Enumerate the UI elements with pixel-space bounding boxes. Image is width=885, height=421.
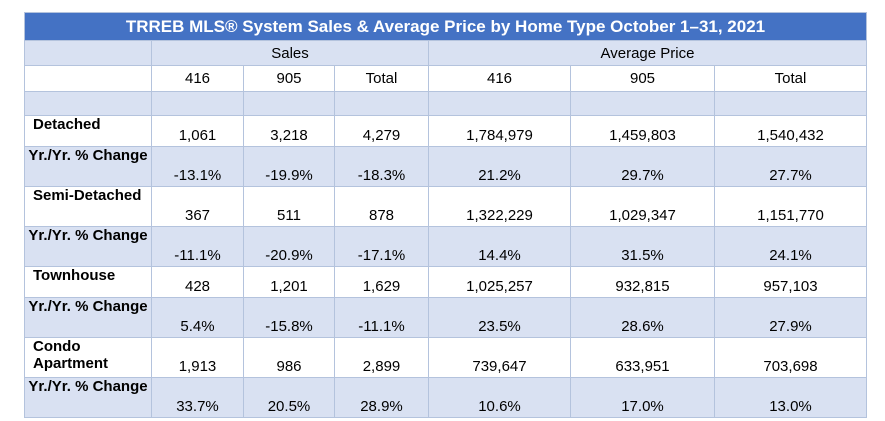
col-header-price-total: Total (714, 65, 867, 92)
table-cell: 28.6% (570, 297, 715, 338)
table-cell: 28.9% (334, 377, 429, 418)
table-cell: 1,151,770 (714, 186, 867, 227)
spacer-cell (243, 91, 335, 116)
table-cell: -18.3% (334, 146, 429, 187)
table-cell: -11.1% (151, 226, 244, 267)
table-cell: 1,629 (334, 266, 429, 298)
row-label: Detached (33, 116, 101, 134)
sales-price-table: TRREB MLS® System Sales & Average Price … (24, 12, 867, 418)
col-header-price-416: 416 (428, 65, 571, 92)
table-cell: 3,218 (243, 115, 335, 147)
table-row: Yr./Yr. % Change -13.1% -19.9% -18.3% 21… (24, 146, 867, 187)
table-cell: 878 (334, 186, 429, 227)
avg-price-group-header: Average Price (428, 40, 867, 66)
row-label: Yr./Yr. % Change (28, 298, 148, 316)
table-cell: 1,201 (243, 266, 335, 298)
table-cell: 633,951 (570, 337, 715, 378)
spacer-cell (570, 91, 715, 116)
table-cell: 23.5% (428, 297, 571, 338)
table-cell: -11.1% (334, 297, 429, 338)
table-cell: 367 (151, 186, 244, 227)
table-row: Condo Apartment 1,913 986 2,899 739,647 … (24, 337, 867, 378)
table-title: TRREB MLS® System Sales & Average Price … (24, 12, 867, 41)
table-row: Yr./Yr. % Change 5.4% -15.8% -11.1% 23.5… (24, 297, 867, 338)
table-row: Townhouse 428 1,201 1,629 1,025,257 932,… (24, 266, 867, 298)
spacer-cell (24, 91, 152, 116)
header-empty-cell (24, 40, 152, 66)
table-row: Yr./Yr. % Change -11.1% -20.9% -17.1% 14… (24, 226, 867, 267)
spacer-cell (151, 91, 244, 116)
sales-table-container: TRREB MLS® System Sales & Average Price … (24, 12, 867, 418)
table-cell: 932,815 (570, 266, 715, 298)
table-cell: 1,322,229 (428, 186, 571, 227)
table-cell: 511 (243, 186, 335, 227)
table-cell: 20.5% (243, 377, 335, 418)
table-cell: 13.0% (714, 377, 867, 418)
table-cell: 4,279 (334, 115, 429, 147)
table-cell: 2,899 (334, 337, 429, 378)
table-cell: -19.9% (243, 146, 335, 187)
table-cell: -20.9% (243, 226, 335, 267)
spacer-cell (428, 91, 571, 116)
table-cell: -15.8% (243, 297, 335, 338)
table-cell: 1,061 (151, 115, 244, 147)
table-cell: 1,029,347 (570, 186, 715, 227)
row-label: Yr./Yr. % Change (28, 227, 148, 245)
spacer-cell (714, 91, 867, 116)
col-header-sales-905: 905 (243, 65, 335, 92)
table-cell: 1,025,257 (428, 266, 571, 298)
row-label: Yr./Yr. % Change (28, 378, 148, 396)
table-cell: -13.1% (151, 146, 244, 187)
table-cell: 1,540,432 (714, 115, 867, 147)
table-row: Yr./Yr. % Change 33.7% 20.5% 28.9% 10.6%… (24, 377, 867, 418)
table-cell: 5.4% (151, 297, 244, 338)
row-label: Semi-Detached (33, 187, 142, 205)
table-cell: 31.5% (570, 226, 715, 267)
table-cell: 1,784,979 (428, 115, 571, 147)
table-cell: 986 (243, 337, 335, 378)
row-label: Yr./Yr. % Change (28, 147, 148, 165)
row-label: Condo Apartment (33, 338, 109, 373)
table-cell: -17.1% (334, 226, 429, 267)
sales-group-header: Sales (151, 40, 429, 66)
table-cell: 29.7% (570, 146, 715, 187)
table-row: Detached 1,061 3,218 4,279 1,784,979 1,4… (24, 115, 867, 147)
table-cell: 957,103 (714, 266, 867, 298)
table-cell: 24.1% (714, 226, 867, 267)
col-header-sales-total: Total (334, 65, 429, 92)
table-cell: 428 (151, 266, 244, 298)
spacer-cell (334, 91, 429, 116)
table-cell: 17.0% (570, 377, 715, 418)
table-cell: 33.7% (151, 377, 244, 418)
table-cell: 739,647 (428, 337, 571, 378)
table-cell: 21.2% (428, 146, 571, 187)
table-cell: 1,459,803 (570, 115, 715, 147)
table-cell: 27.7% (714, 146, 867, 187)
table-cell: 1,913 (151, 337, 244, 378)
row-label: Townhouse (33, 267, 116, 285)
table-cell: 10.6% (428, 377, 571, 418)
table-row: Semi-Detached 367 511 878 1,322,229 1,02… (24, 186, 867, 227)
table-cell: 14.4% (428, 226, 571, 267)
table-cell: 703,698 (714, 337, 867, 378)
col-header-sales-416: 416 (151, 65, 244, 92)
subheader-empty-cell (24, 65, 152, 92)
col-header-price-905: 905 (570, 65, 715, 92)
table-cell: 27.9% (714, 297, 867, 338)
